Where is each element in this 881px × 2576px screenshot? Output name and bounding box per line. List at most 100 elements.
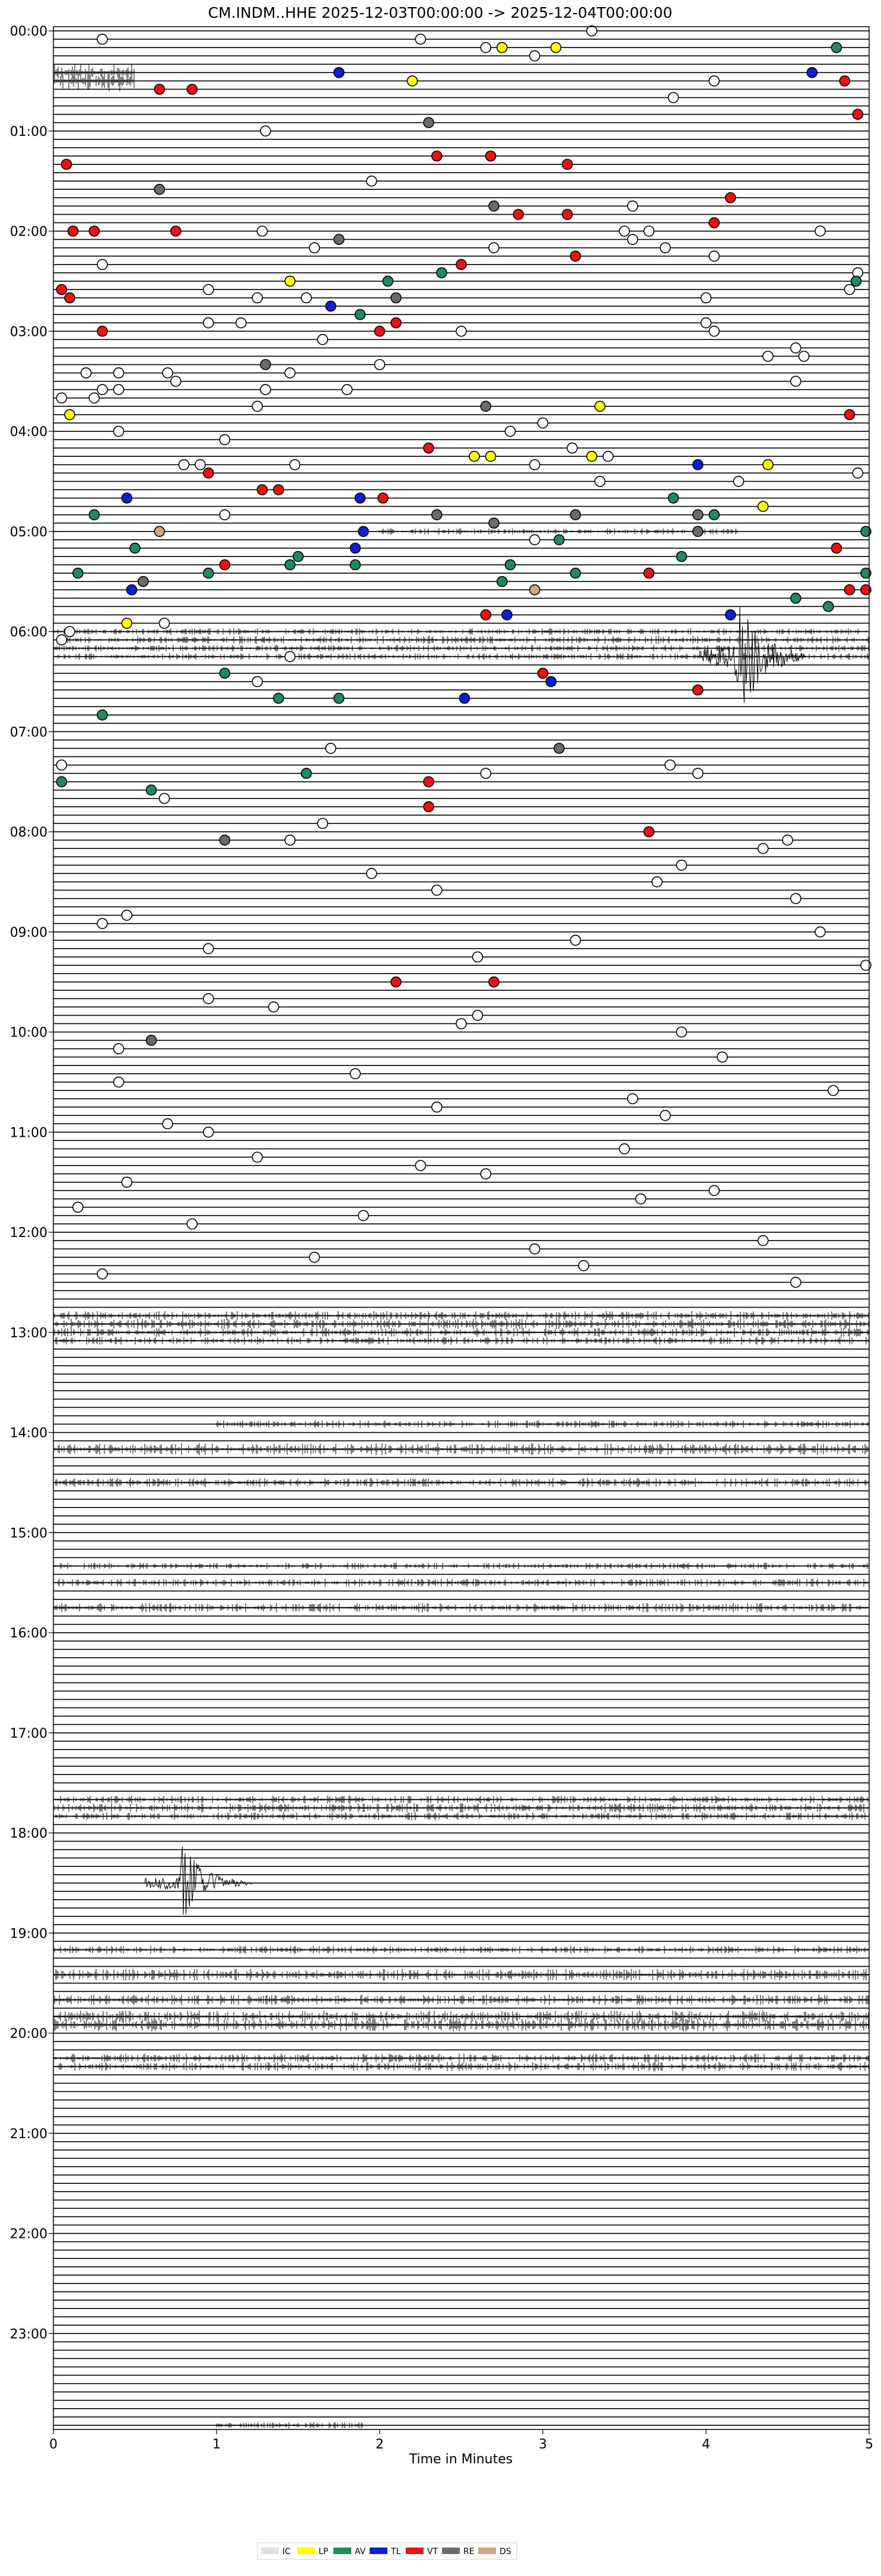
event-marker-ic xyxy=(97,918,108,929)
event-marker-ic xyxy=(480,1168,492,1179)
event-marker-ic xyxy=(202,993,214,1004)
event-marker-ic xyxy=(708,75,720,87)
event-marker-ic xyxy=(113,1076,125,1088)
event-marker-vt xyxy=(480,609,492,621)
event-marker-av xyxy=(676,551,688,562)
legend-swatch-av xyxy=(333,2548,351,2554)
event-marker-ic xyxy=(64,626,75,637)
event-marker-re xyxy=(431,509,443,521)
event-marker-tl xyxy=(349,542,361,554)
event-marker-ic xyxy=(844,284,855,295)
event-marker-lp xyxy=(757,501,769,512)
y-tick-label: 19:00 xyxy=(10,1926,47,1941)
legend-swatch-re xyxy=(442,2548,460,2554)
event-marker-av xyxy=(860,526,872,538)
event-marker-vt xyxy=(643,826,655,838)
noise-burst xyxy=(216,2422,363,2429)
event-marker-re xyxy=(692,526,704,538)
event-marker-av xyxy=(790,592,802,604)
y-tick-label: 00:00 xyxy=(10,24,47,39)
event-marker-ic xyxy=(162,367,173,379)
event-marker-ic xyxy=(374,359,386,370)
y-tick-label: 18:00 xyxy=(10,1827,47,1842)
noise-burst xyxy=(216,1420,870,1428)
event-marker-ic xyxy=(431,885,443,896)
event-marker-re xyxy=(260,359,271,370)
event-marker-ic xyxy=(586,25,597,37)
event-marker-av xyxy=(202,567,214,579)
event-marker-ic xyxy=(202,284,214,295)
event-marker-ic xyxy=(480,768,492,779)
y-tick-label: 09:00 xyxy=(10,926,47,940)
event-marker-ic xyxy=(219,434,231,446)
y-tick-label: 04:00 xyxy=(10,425,47,440)
y-tick-label: 23:00 xyxy=(10,2327,47,2342)
event-marker-ic xyxy=(757,842,769,854)
event-marker-av xyxy=(72,567,84,579)
chart-title: CM.INDM..HHE 2025-12-03T00:00:00 -> 2025… xyxy=(208,4,673,21)
event-marker-lp xyxy=(594,400,606,412)
event-marker-lp xyxy=(406,75,418,87)
event-marker-vt xyxy=(844,409,855,421)
event-marker-ic xyxy=(235,317,247,329)
event-marker-tl xyxy=(459,692,470,704)
event-marker-vt xyxy=(170,225,182,237)
y-tick-label: 22:00 xyxy=(10,2227,47,2242)
legend-label-lp: LP xyxy=(319,2547,328,2556)
legend-label-av: AV xyxy=(355,2547,366,2556)
event-marker-vt xyxy=(708,217,720,228)
event-marker-ic xyxy=(676,1026,688,1038)
event-marker-ic xyxy=(815,225,826,237)
event-marker-ic xyxy=(664,759,676,771)
event-marker-ic xyxy=(317,333,329,345)
event-marker-vt xyxy=(56,284,68,295)
event-marker-ic xyxy=(790,376,802,387)
y-tick-label: 21:00 xyxy=(10,2127,47,2142)
event-marker-ic xyxy=(308,1251,320,1263)
event-marker-ic xyxy=(284,651,296,662)
event-marker-ic xyxy=(537,417,549,429)
event-marker-vt xyxy=(377,492,389,504)
event-marker-ic xyxy=(113,367,125,379)
event-marker-av xyxy=(823,600,834,612)
event-marker-ic xyxy=(529,459,540,470)
event-marker-av xyxy=(129,542,141,554)
event-marker-ic xyxy=(667,92,679,103)
event-marker-vt xyxy=(456,259,467,271)
event-marker-re xyxy=(554,743,565,754)
event-marker-lp xyxy=(485,450,497,462)
event-marker-ic xyxy=(308,242,320,254)
event-marker-ic xyxy=(627,200,638,212)
event-marker-ic xyxy=(570,934,581,946)
event-marker-ic xyxy=(365,175,377,187)
event-marker-ic xyxy=(594,476,606,487)
seismic-event-waveform xyxy=(699,606,807,703)
event-marker-ic xyxy=(72,1201,84,1213)
y-tick-label: 20:00 xyxy=(10,2027,47,2041)
event-marker-vt xyxy=(64,292,75,304)
event-marker-re xyxy=(423,117,434,128)
event-marker-ic xyxy=(852,467,864,479)
event-marker-vt xyxy=(831,542,842,554)
event-marker-vt xyxy=(67,225,79,237)
event-marker-vt xyxy=(852,109,864,120)
event-marker-ic xyxy=(619,1143,630,1155)
event-marker-av xyxy=(56,776,68,787)
event-marker-ic xyxy=(158,618,170,629)
event-marker-ic xyxy=(325,743,336,754)
event-marker-vt xyxy=(561,158,573,170)
event-marker-lp xyxy=(762,459,774,470)
event-marker-ic xyxy=(97,33,108,45)
x-axis-label: Time in Minutes xyxy=(409,2452,513,2467)
event-marker-ic xyxy=(700,317,712,329)
y-tick-label: 15:00 xyxy=(10,1526,47,1541)
event-marker-ic xyxy=(472,951,484,963)
event-marker-ic xyxy=(602,450,614,462)
event-marker-ic xyxy=(252,1152,263,1163)
event-marker-ic xyxy=(162,1118,173,1130)
event-marker-vt xyxy=(570,250,581,262)
event-marker-vt xyxy=(513,209,524,220)
event-marker-tl xyxy=(325,300,336,312)
event-marker-re xyxy=(219,834,231,846)
